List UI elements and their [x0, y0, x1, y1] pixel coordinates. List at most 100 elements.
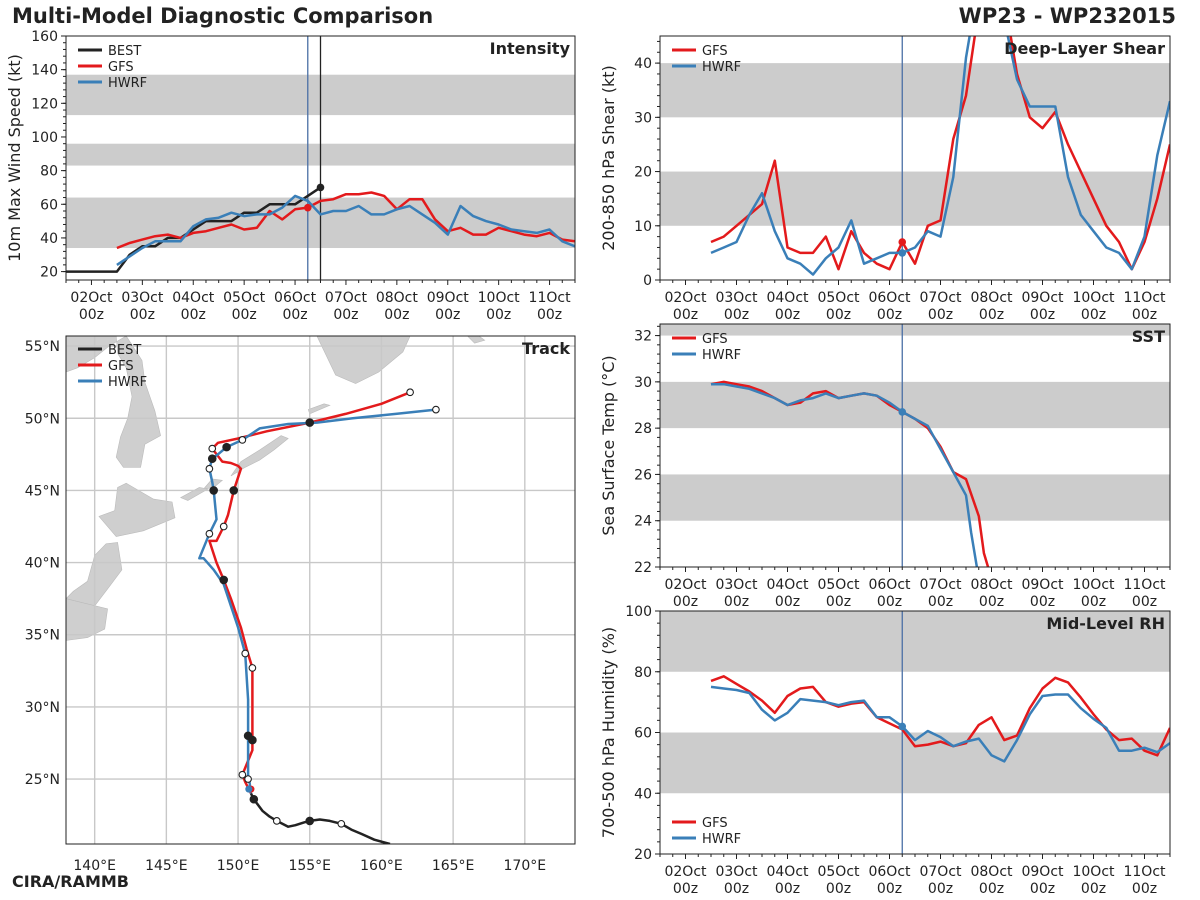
x-tick-label: 00z [384, 307, 409, 323]
x-tick-label: 00z [79, 307, 104, 323]
lat-tick-label: 25°N [25, 772, 60, 788]
x-tick-label: 07Oct [919, 290, 962, 306]
x-tick-label: 00z [877, 881, 902, 897]
x-tick-label: 00z [928, 594, 953, 610]
x-tick-label: 00z [232, 307, 257, 323]
x-tick-label: 00z [435, 307, 460, 323]
track-point-00z-gfs [219, 575, 229, 585]
x-tick-label: 07Oct [919, 577, 962, 593]
x-tick-label: 11Oct [1123, 864, 1166, 880]
legend-label-gfs: GFS [108, 60, 134, 75]
x-tick-label: 00z [877, 594, 902, 610]
x-tick-label: 00z [979, 307, 1004, 323]
track-point-00z-hwrf [207, 454, 217, 463]
y-tick-label: 26 [634, 467, 652, 483]
x-tick-label: 00z [724, 594, 749, 610]
track-point-12z-gfs [238, 770, 247, 779]
panel-title: SST [1132, 327, 1165, 346]
x-tick-label: 00z [1030, 881, 1055, 897]
threshold-band [660, 611, 1170, 672]
track-line-hwrf [198, 408, 437, 794]
x-tick-label: 10Oct [1072, 864, 1115, 880]
track-point-12z-best [337, 819, 346, 828]
x-tick-label: 04Oct [172, 290, 215, 306]
current-point-gfs [898, 238, 907, 246]
series-line-hwrf [710, 36, 1170, 276]
x-tick-label: 00z [1132, 307, 1157, 323]
x-tick-label: 05Oct [223, 290, 266, 306]
land-mass [230, 435, 289, 477]
panel-title: Intensity [490, 39, 571, 58]
x-tick-label: 11Oct [1123, 577, 1166, 593]
legend-label-hwrf: HWRF [702, 832, 741, 847]
legend-label-gfs: GFS [702, 816, 728, 831]
y-tick-label: 80 [634, 665, 652, 681]
land-mass [66, 598, 108, 641]
x-tick-label: 00z [979, 594, 1004, 610]
map-area [66, 336, 575, 844]
lat-tick-label: 45°N [25, 483, 60, 499]
x-tick-label: 00z [1030, 307, 1055, 323]
land-mass [316, 336, 411, 384]
x-tick-label: 00z [826, 307, 851, 323]
legend-label-hwrf: HWRF [108, 76, 147, 91]
x-tick-label: 00z [1132, 594, 1157, 610]
panel-frame [65, 335, 576, 845]
x-tick-label: 00z [826, 881, 851, 897]
y-tick-label: 24 [634, 514, 652, 530]
x-tick-label: 10Oct [478, 290, 521, 306]
y-axis-label: Sea Surface Temp (°C) [599, 355, 618, 535]
x-tick-label: 00z [333, 307, 358, 323]
lat-tick-label: 35°N [25, 628, 60, 644]
x-tick-label: 00z [486, 307, 511, 323]
lat-tick-label: 55°N [25, 339, 60, 355]
x-tick-label: 00z [877, 307, 902, 323]
y-tick-label: 60 [40, 197, 58, 213]
track-point-12z-gfs [406, 388, 414, 397]
lon-tick-label: 140°E [73, 858, 116, 874]
y-axis-label: 200-850 hPa Shear (kt) [599, 65, 618, 251]
land-mass [66, 336, 161, 468]
x-tick-label: 04Oct [766, 290, 809, 306]
x-tick-label: 06Oct [868, 290, 911, 306]
x-tick-label: 06Oct [274, 290, 317, 306]
x-tick-label: 00z [673, 881, 698, 897]
x-tick-label: 09Oct [1021, 290, 1064, 306]
x-tick-label: 00z [775, 307, 800, 323]
x-tick-label: 00z [979, 881, 1004, 897]
legend-label-best: BEST [108, 343, 141, 358]
x-tick-label: 07Oct [325, 290, 368, 306]
y-tick-label: 60 [634, 726, 652, 742]
current-point-hwrf [898, 722, 907, 731]
y-tick-label: 30 [634, 375, 652, 391]
y-tick-label: 100 [31, 130, 58, 146]
x-tick-label: 05Oct [817, 577, 860, 593]
x-tick-label: 00z [775, 594, 800, 610]
panel-sst: 22242628303202Oct00z03Oct00z04Oct00z05Oc… [599, 323, 1171, 610]
y-tick-label: 120 [31, 96, 58, 112]
y-tick-label: 0 [643, 273, 652, 289]
legend-label-gfs: GFS [702, 332, 728, 347]
x-tick-label: 00z [724, 881, 749, 897]
legend-label-gfs: GFS [702, 44, 728, 59]
x-tick-label: 06Oct [868, 577, 911, 593]
track-point-00z-gfs [305, 418, 315, 427]
x-tick-label: 07Oct [919, 864, 962, 880]
track-point-12z-hwrf [432, 405, 440, 414]
y-tick-label: 20 [40, 265, 58, 281]
legend-label-hwrf: HWRF [108, 375, 147, 390]
x-tick-label: 04Oct [766, 577, 809, 593]
lat-tick-label: 50°N [25, 411, 60, 427]
y-tick-label: 40 [634, 786, 652, 802]
y-tick-label: 160 [31, 29, 58, 45]
y-axis-label: 700-500 hPa Humidity (%) [599, 627, 618, 838]
x-tick-label: 00z [775, 881, 800, 897]
land-mass [179, 487, 209, 501]
x-tick-label: 08Oct [970, 577, 1013, 593]
x-tick-label: 02Oct [70, 290, 113, 306]
track-point-12z-gfs [248, 664, 257, 672]
credit-label: CIRA/RAMMB [12, 872, 129, 891]
x-tick-label: 03Oct [121, 290, 164, 306]
panel-intensity: 2040608010012014016002Oct00z03Oct00z04Oc… [5, 29, 576, 323]
x-tick-label: 00z [130, 307, 155, 323]
